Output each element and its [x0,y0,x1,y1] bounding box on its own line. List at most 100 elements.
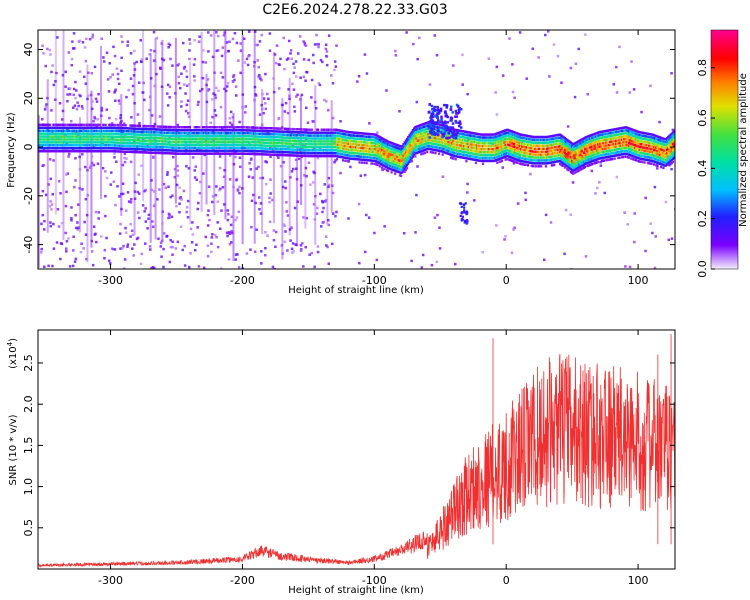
spectrogram-ridge-cell [292,142,295,145]
spectrogram-dot [180,72,183,75]
spectrogram-ridge-cell [322,137,326,140]
spectrogram-ridge-cell [315,140,318,143]
spectrogram-dot [277,87,281,90]
spectrogram-ridge-cell [72,132,75,135]
spectrogram-ridge-cell [402,154,405,158]
spectrogram-ridge-cell [350,157,353,160]
spectrogram-ridge-cell [447,129,450,132]
spectrogram-streak [314,85,317,245]
spectrogram-ridge-cell [146,151,149,154]
spectrogram-ridge-cell [335,155,339,158]
spectrogram-ridge-cell [372,133,375,136]
spectrogram-ridge-cell [390,141,393,145]
spectrogram-ridge-cell [439,149,442,153]
spectrogram-ridge-cell [249,129,252,132]
spectrogram-dot [216,245,220,249]
spectrogram-ridge-cell [218,143,221,147]
spectrogram-ridge-cell [480,153,483,157]
spectrogram-ridge-cell [360,140,364,144]
spectrogram-dot [113,248,117,251]
spectrogram-ridge-cell [49,129,53,132]
spectrogram-ridge-cell [338,155,341,158]
spectrogram-ridge-cell [218,129,221,132]
spectrogram-ridge-cell [105,135,108,138]
spectrogram-dot [211,98,214,101]
spectrogram-dot [327,176,331,180]
spectrogram-ridge-cell [214,152,218,155]
spectrogram-dot [92,145,96,149]
spectrogram-ridge-cell [360,161,364,164]
spectrogram-ridge-cell [397,164,400,168]
spectrogram-ridge-cell [345,145,348,148]
spectrogram-ridge-cell [123,147,126,150]
spectrogram-ridge-cell [232,137,235,141]
spectrogram-dot [76,101,79,104]
spectrogram-ridge-cell [293,142,296,145]
spectrogram-dot [195,243,198,247]
spectrogram-ridge-cell [212,140,215,144]
spectrogram-ridge-cell [435,137,438,140]
spectrogram-ridge-cell [426,147,429,151]
spectrogram-dot [312,170,315,174]
spectrogram-dot [310,78,314,82]
spectrogram-ridge-cell [284,148,288,151]
spectrogram-ridge-cell [84,132,87,135]
spectrogram-ridge-cell [111,126,114,130]
spectrogram-ridge-cell [371,147,374,151]
spectrogram-ridge-cell [466,133,469,137]
spectrogram-ridge-cell [151,125,155,128]
spectrogram-dot [135,149,138,152]
spectrogram-ridge-cell [464,153,467,157]
spectrogram-ridge-cell [421,123,424,126]
spectrogram-ridge-cell [308,154,311,158]
spectrogram-ridge-cell [179,131,182,135]
spectrogram-ridge-cell [270,130,273,133]
spectrogram-ridge-cell [395,143,398,146]
spectrogram-ridge-cell [90,129,93,132]
spectrogram-ridge-cell [106,149,110,153]
spectrogram-ridge-cell [339,138,342,141]
spectrogram-ridge-cell [458,152,461,156]
spectrogram-dot [260,33,263,37]
spectrogram-ridge-cell [313,143,316,146]
spectrogram-ridge-cell [110,141,113,144]
spectrogram-dot [298,35,302,38]
spectrogram-ridge-cell [453,151,456,155]
spectrogram-ridge-cell [89,132,92,135]
spectrogram-ridge-cell [343,141,346,145]
spectrogram-ridge-cell [192,146,195,149]
spectrogram-ridge-cell [141,127,144,131]
spectrogram-ridge-cell [426,124,429,127]
spectrogram-ridge-cell [138,142,142,145]
spectrogram-ridge-cell [464,150,467,154]
spectrogram-dot [327,34,331,37]
spectrogram-ridge-cell [274,147,277,151]
spectrogram-ridge-cell [199,143,202,147]
spectrogram-ridge-cell [51,132,54,135]
spectrogram-ridge-cell [345,139,348,142]
spectrogram-ridge-cell [142,145,145,148]
spectrogram-ridge-cell [238,131,241,135]
spectrogram-ridge-cell [473,135,476,138]
spectrogram-dot [160,42,163,45]
spectrogram-ridge-cell [472,158,475,161]
spectrogram-ridge-cell [475,147,479,150]
spectrogram-ridge-cell [403,167,406,171]
spectrogram-dot [115,67,119,70]
spectrogram-ridge-cell [75,144,79,147]
spectrogram-ridge-cell [343,144,346,148]
spectrogram-ridge-cell [185,152,188,155]
spectrogram-ridge-cell [134,127,137,130]
spectrogram-dot [161,57,164,61]
spectrogram-ridge-cell [384,156,387,160]
spectrogram-ridge-cell [329,134,333,137]
spectrogram-dot [152,266,156,269]
spectrogram-ridge-cell [354,140,358,143]
spectrogram-ridge-cell [315,151,318,155]
spectrogram-ridge-cell [64,129,67,132]
spectrogram-ridge-cell [345,148,348,151]
spectrogram-ridge-cell [226,126,229,129]
spectrogram-ridge-cell [278,133,282,136]
spectrogram-ridge-cell [395,161,398,164]
spectrogram-ridge-cell [322,146,326,149]
